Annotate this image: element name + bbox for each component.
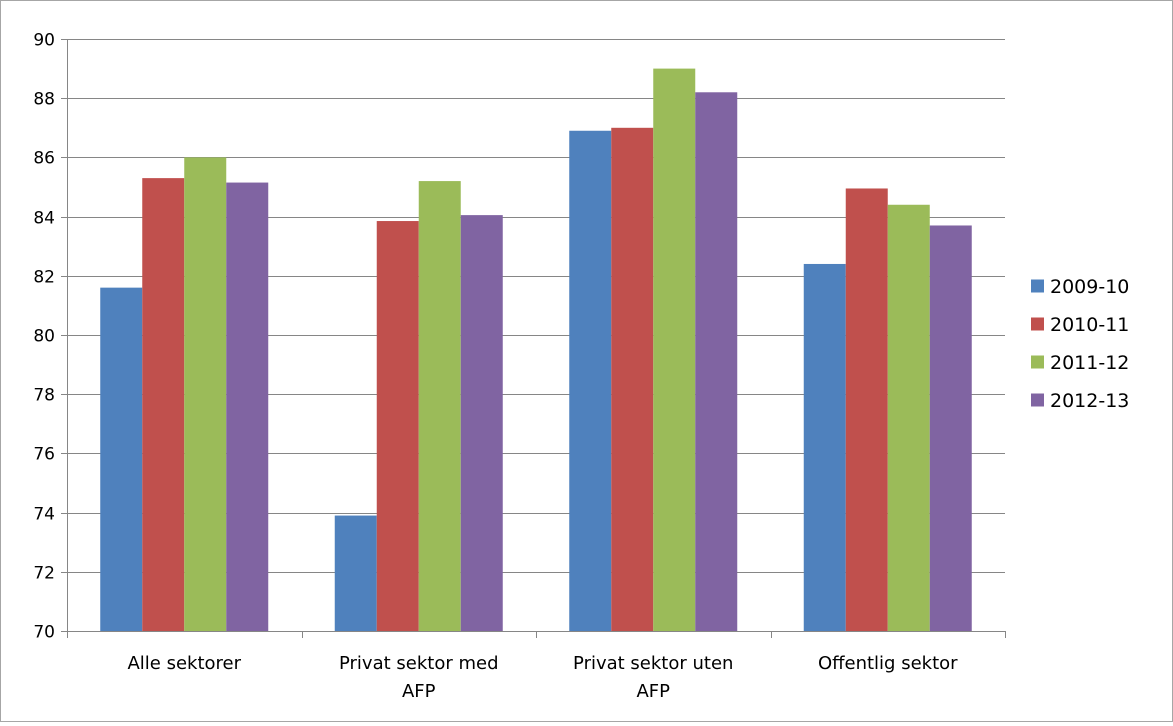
bar-2012-13 xyxy=(226,182,269,631)
category-label: Privat sektor med AFP xyxy=(339,653,499,702)
category-label: Alle sektorer xyxy=(127,653,241,674)
legend: 2009-10 2010-11 2011-12 2012-13 xyxy=(1031,276,1129,412)
y-tick-label: 88 xyxy=(33,90,55,110)
legend-label: 2009-10 xyxy=(1050,276,1129,298)
bars xyxy=(100,68,972,632)
y-tick-label: 86 xyxy=(33,149,55,169)
bar-2009-10 xyxy=(334,515,377,631)
bar-2009-10 xyxy=(100,287,143,631)
legend-label: 2010-11 xyxy=(1050,314,1129,336)
legend-swatch xyxy=(1031,317,1044,331)
bar-2009-10 xyxy=(803,263,846,631)
category-label: Privat sektor uten AFP xyxy=(573,653,733,702)
y-tick-label: 90 xyxy=(33,31,55,51)
bar-2012-13 xyxy=(460,215,503,631)
bar-2010-11 xyxy=(376,221,419,632)
bar-2010-11 xyxy=(845,188,888,632)
category-label: Offentlig sektor xyxy=(818,653,958,674)
legend-label: 2011-12 xyxy=(1050,352,1129,374)
y-tick-label: 72 xyxy=(33,564,55,584)
bar-2010-11 xyxy=(611,127,654,632)
y-tick-label: 84 xyxy=(33,209,55,229)
bar-2012-13 xyxy=(929,225,972,632)
bar-2011-12 xyxy=(184,157,227,631)
legend-swatch xyxy=(1031,355,1044,369)
bar-2011-12 xyxy=(418,181,461,631)
y-tick-label: 82 xyxy=(33,268,55,288)
axes: 70 72 74 76 78 80 82 84 86 88 90 Alle sektorer Priva… xyxy=(33,31,1006,702)
legend-label: 2012-13 xyxy=(1050,390,1129,412)
bar-2010-11 xyxy=(142,178,185,631)
legend-swatch xyxy=(1031,393,1044,407)
y-tick-label: 80 xyxy=(33,327,55,347)
y-tick-label: 78 xyxy=(33,386,55,406)
bar-2011-12 xyxy=(653,68,696,632)
y-tick-label: 74 xyxy=(33,505,55,525)
legend-swatch xyxy=(1031,279,1044,293)
bar-2011-12 xyxy=(887,204,930,631)
y-tick-label: 76 xyxy=(33,445,55,465)
bar-2009-10 xyxy=(569,130,612,631)
y-tick-label: 70 xyxy=(33,623,55,643)
bar-2012-13 xyxy=(695,92,738,631)
